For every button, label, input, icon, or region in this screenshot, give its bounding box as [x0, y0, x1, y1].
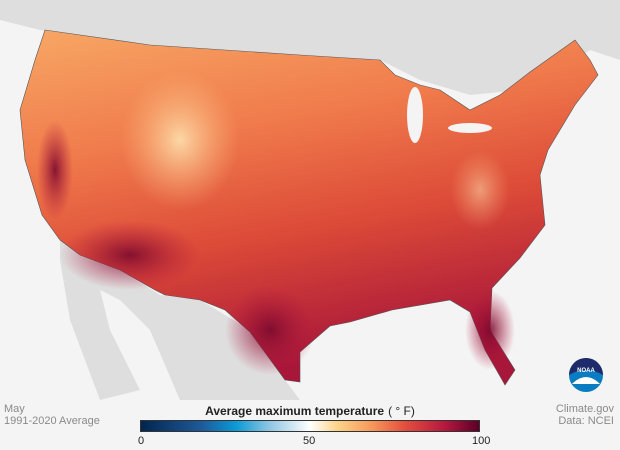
legend-unit: ( ° F): [388, 404, 415, 418]
cool-rockies: [120, 70, 240, 210]
hot-texas: [225, 285, 315, 375]
period-label: 1991-2020 Average: [4, 415, 100, 427]
legend-colorbar: [140, 420, 480, 432]
legend-title-text: Average maximum temperature: [205, 404, 385, 418]
noaa-logo: NOAA: [569, 358, 603, 392]
source-label: Climate.gov: [555, 403, 614, 415]
hot-florida: [465, 290, 515, 370]
legend-tick: 100: [472, 435, 491, 447]
canada-land: [0, 0, 620, 95]
temperature-map: NOAA: [0, 0, 620, 400]
source-caption: Climate.gov Data: NCEI: [556, 403, 614, 427]
hot-southwest: [60, 220, 200, 290]
hot-central-valley: [37, 120, 73, 220]
legend-tick: 0: [138, 435, 145, 447]
svg-text:NOAA: NOAA: [577, 368, 595, 374]
month-label: May: [4, 403, 25, 415]
data-label: Data: NCEI: [558, 415, 614, 427]
cool-appalachians: [450, 150, 510, 230]
legend-title: Average maximum temperature( ° F): [140, 404, 480, 418]
legend-tick: 50: [303, 435, 316, 447]
map-caption: May 1991-2020 Average: [4, 403, 100, 427]
lake-erie: [448, 123, 492, 133]
great-lakes: [407, 87, 423, 143]
